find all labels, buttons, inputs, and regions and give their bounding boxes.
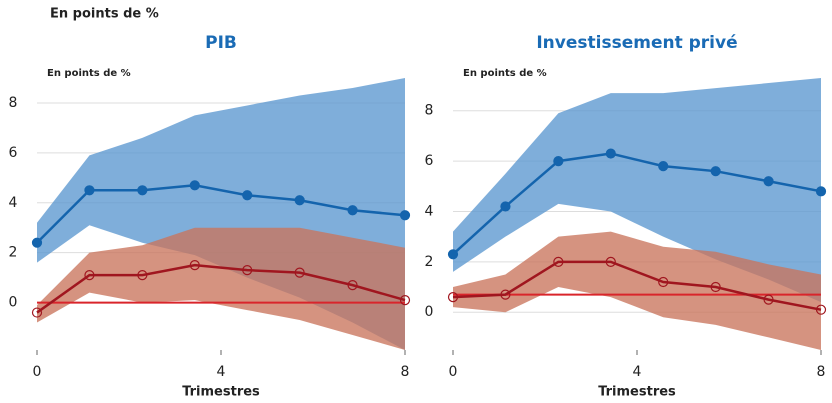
- y-tick-label: 0: [9, 295, 18, 311]
- data-point: [500, 289, 511, 300]
- data-point: [763, 176, 774, 187]
- data-point: [84, 270, 95, 281]
- data-point: [763, 294, 774, 305]
- panel-title: Investissement privé: [536, 33, 737, 53]
- data-point: [31, 237, 43, 248]
- x-tick-label: 4: [217, 364, 226, 380]
- series-line: [452, 152, 822, 256]
- data-point: [84, 185, 95, 196]
- data-point: [399, 210, 411, 221]
- data-point: [815, 304, 827, 315]
- data-point: [710, 281, 721, 293]
- data-point: [189, 180, 200, 191]
- data-point: [658, 161, 669, 172]
- series-line: [452, 260, 822, 311]
- data-point: [294, 195, 305, 206]
- y-tick-label: 2: [9, 245, 18, 261]
- x-tick-label: 0: [33, 364, 42, 380]
- data-point: [242, 265, 253, 276]
- data-point: [553, 156, 564, 167]
- x-axis-label: Trimestres: [598, 385, 676, 400]
- uncertainty-band: [37, 227, 405, 350]
- data-point: [31, 307, 43, 318]
- series-line: [36, 184, 406, 244]
- x-tick-label: 8: [817, 364, 826, 380]
- data-point: [399, 294, 411, 306]
- y-tick-label: 0: [425, 304, 434, 320]
- data-point: [500, 201, 511, 212]
- data-point: [242, 190, 253, 201]
- data-point: [189, 260, 200, 271]
- y-tick-label: 4: [9, 195, 18, 211]
- data-point: [347, 205, 358, 216]
- data-point: [137, 185, 148, 196]
- data-point: [553, 256, 564, 267]
- x-tick-label: 0: [449, 364, 458, 380]
- panel-subtitle: En points de %: [463, 68, 547, 79]
- data-point: [710, 166, 721, 177]
- x-tick-label: 8: [401, 364, 410, 380]
- y-tick-label: 2: [425, 254, 434, 270]
- y-tick-label: 6: [9, 145, 18, 161]
- data-point: [294, 267, 305, 278]
- data-point: [605, 148, 616, 159]
- data-point: [447, 292, 459, 303]
- data-point: [347, 280, 358, 291]
- panel-subtitle: En points de %: [47, 68, 131, 79]
- uncertainty-band: [453, 231, 821, 350]
- data-point: [815, 186, 827, 197]
- data-point: [447, 249, 459, 260]
- figure-title: En points de %: [50, 7, 159, 22]
- x-tick-label: 4: [633, 364, 642, 380]
- series-line: [36, 263, 406, 314]
- panel-title: PIB: [205, 33, 237, 53]
- data-point: [137, 270, 148, 281]
- uncertainty-band: [453, 78, 821, 303]
- chart-panel: Investissement privé En points de % Trimes…: [425, 33, 827, 400]
- y-tick-label: 6: [425, 153, 434, 169]
- x-axis-label: Trimestres: [182, 385, 260, 400]
- y-tick-label: 8: [9, 95, 18, 111]
- y-tick-label: 4: [425, 203, 434, 219]
- data-point: [658, 276, 669, 288]
- data-point: [605, 256, 616, 267]
- y-tick-label: 8: [425, 103, 434, 119]
- chart-panel: PIB En points de % Trimestres 0 2 4 6 8 0 4 8: [9, 33, 411, 400]
